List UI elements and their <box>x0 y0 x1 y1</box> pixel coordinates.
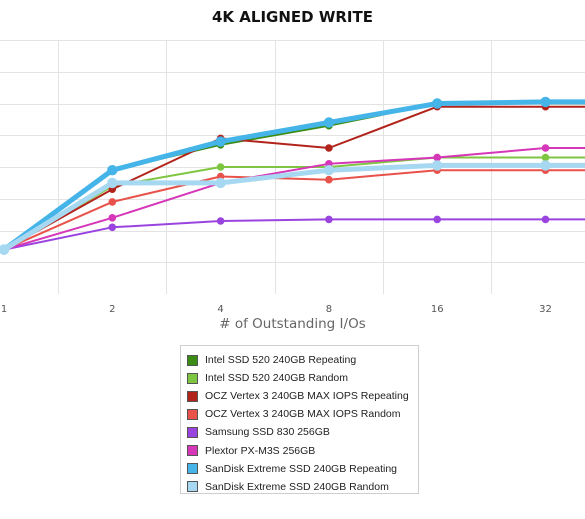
data-point <box>541 153 550 162</box>
data-point <box>107 177 118 189</box>
series-layer <box>0 96 585 255</box>
legend-swatch <box>187 426 198 438</box>
data-point <box>323 165 335 176</box>
data-point <box>540 160 551 171</box>
data-point <box>215 177 226 189</box>
series-4 <box>0 166 585 254</box>
legend-swatch <box>187 481 198 493</box>
data-point <box>325 175 333 184</box>
legend-label: SanDisk Extreme SSD 240GB Repeating <box>205 462 398 475</box>
data-point <box>216 163 225 171</box>
legend-label: OCZ Vertex 3 240GB MAX IOPS Random <box>205 408 401 421</box>
x-tick-label: 8 <box>326 304 332 315</box>
series-8 <box>0 160 585 255</box>
data-point <box>108 214 117 222</box>
x-tick-label: 32 <box>539 304 552 315</box>
data-point <box>432 98 443 109</box>
legend-item: Plextor PX-M3S 256GB <box>187 441 418 459</box>
data-point <box>323 117 335 128</box>
data-point <box>325 144 333 152</box>
x-tick-label: 1 <box>1 304 7 315</box>
legend-item: SanDisk Extreme SSD 240GB Random <box>187 478 418 496</box>
legend-label: Samsung SSD 830 256GB <box>205 426 330 439</box>
data-point <box>0 244 10 255</box>
legend-label: SanDisk Extreme SSD 240GB Random <box>205 480 389 493</box>
data-point <box>216 217 225 225</box>
x-tick-label: 2 <box>109 304 115 315</box>
legend-label: Intel SSD 520 240GB Repeating <box>205 354 357 367</box>
data-point <box>540 96 551 108</box>
data-point <box>107 165 118 176</box>
legend-swatch <box>187 372 198 384</box>
data-point <box>433 153 442 162</box>
series-7 <box>0 96 585 255</box>
legend-item: SanDisk Extreme SSD 240GB Repeating <box>187 460 418 478</box>
legend-swatch <box>187 354 198 366</box>
data-point <box>108 223 117 232</box>
chart-title: 4K ALIGNED WRITE <box>212 8 373 26</box>
legend-swatch <box>187 408 198 420</box>
series-line <box>3 156 585 251</box>
x-tick-label: 16 <box>431 304 444 315</box>
legend-label: Plextor PX-M3S 256GB <box>205 444 316 457</box>
legend-swatch <box>187 445 198 457</box>
line-chart: 1 2 4 8 16 32 <box>0 40 585 315</box>
data-point <box>108 198 117 206</box>
legend-swatch <box>187 390 198 402</box>
x-tick-label: 4 <box>217 304 223 315</box>
legend-item: OCZ Vertex 3 240GB MAX IOPS Random <box>187 405 418 423</box>
data-point <box>541 215 550 224</box>
legend-item: Intel SSD 520 240GB Random <box>187 369 418 387</box>
legend-label: Intel SSD 520 240GB Random <box>205 372 349 385</box>
data-point <box>215 136 226 147</box>
legend: Intel SSD 520 240GB Repeating Intel SSD 5… <box>180 345 419 494</box>
x-axis-label: # of Outstanding I/Os <box>219 316 366 332</box>
x-tick-labels: 1 2 4 8 16 32 <box>1 304 552 315</box>
series-5 <box>0 215 585 254</box>
data-point <box>541 144 550 152</box>
series-line <box>3 169 585 251</box>
legend-label: OCZ Vertex 3 240GB MAX IOPS Repeating <box>205 390 409 403</box>
data-point <box>432 160 443 171</box>
data-point <box>325 215 333 224</box>
legend-swatch <box>187 463 198 475</box>
legend-item: Samsung SSD 830 256GB <box>187 423 418 441</box>
data-point <box>433 215 442 224</box>
legend-item: OCZ Vertex 3 240GB MAX IOPS Repeating <box>187 387 418 405</box>
legend-item: Intel SSD 520 240GB Repeating <box>187 351 418 369</box>
